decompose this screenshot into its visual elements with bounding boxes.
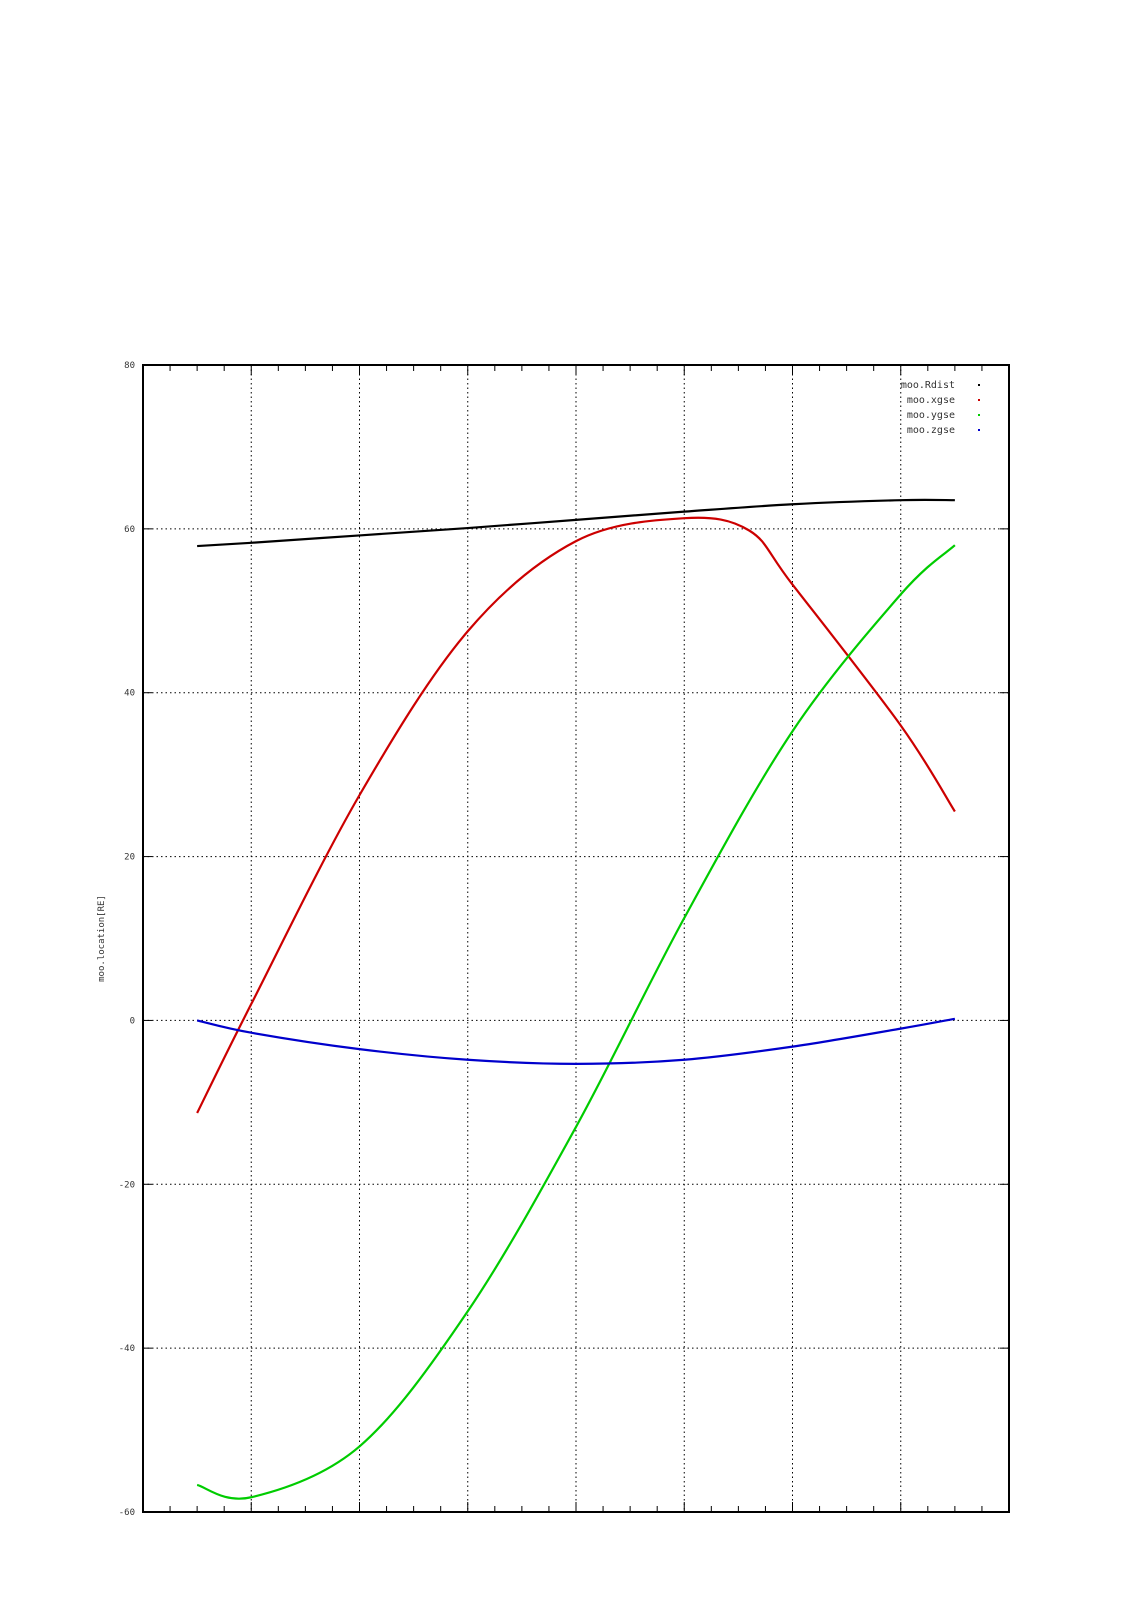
series-line-moo-xgse [196, 516, 956, 1114]
grid [143, 365, 1009, 1512]
y-tick-label: -20 [119, 1180, 135, 1190]
series-lines [196, 498, 956, 1500]
series-line-moo-zgse [196, 1017, 956, 1065]
plot-frame [142, 364, 1010, 1513]
y-tick-label: 20 [124, 853, 135, 863]
legend-label: moo.ygse [907, 410, 955, 421]
series-line-moo-rdist [197, 498, 955, 548]
y-tick-label: 40 [124, 689, 135, 699]
y-tick-label: -40 [119, 1344, 135, 1354]
legend: moo.Rdist moo.xgse moo.ygse moo.zgse [901, 380, 980, 436]
legend-label: moo.xgse [907, 395, 955, 406]
y-tick-label: 80 [124, 361, 135, 371]
legend-label: moo.Rdist [901, 380, 955, 391]
y-tick-label: 0 [130, 1016, 135, 1026]
y-tick-labels: -60 -40 -20 0 20 40 60 80 [119, 361, 135, 1518]
series-line-moo-ygse [196, 544, 956, 1500]
legend-label: moo.zgse [907, 425, 955, 436]
y-tick-label: -60 [119, 1508, 135, 1518]
y-tick-label: 60 [124, 525, 135, 535]
y-axis-label: moo.location[RE] [97, 895, 107, 982]
